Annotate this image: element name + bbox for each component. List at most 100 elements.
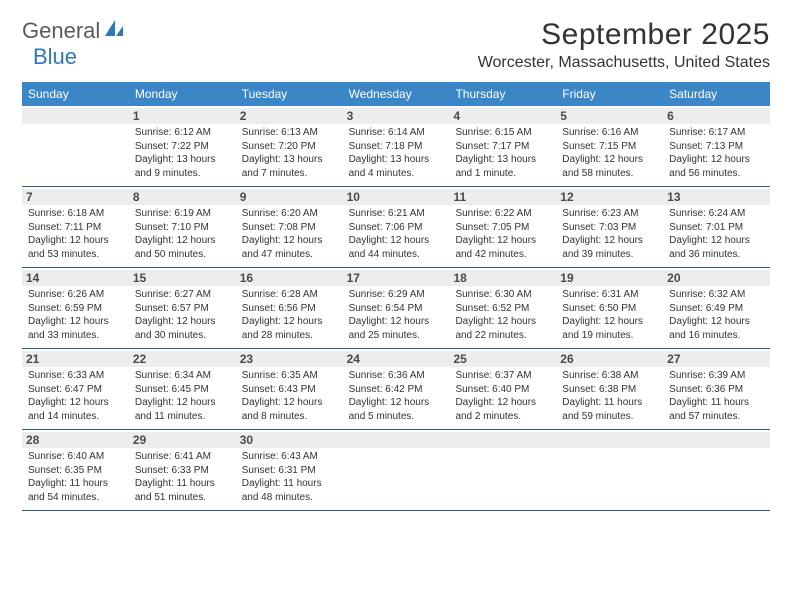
day-cell: 29Sunrise: 6:41 AMSunset: 6:33 PMDayligh… [129, 430, 236, 510]
day-cell [343, 430, 450, 510]
weeks-container: 1Sunrise: 6:12 AMSunset: 7:22 PMDaylight… [22, 106, 770, 511]
sunset-text: Sunset: 6:47 PM [28, 383, 123, 397]
sunset-text: Sunset: 7:18 PM [349, 140, 444, 154]
sunrise-text: Sunrise: 6:37 AM [455, 369, 550, 383]
logo-text-general: General [22, 18, 100, 44]
sunrise-text: Sunrise: 6:18 AM [28, 207, 123, 221]
sunrise-text: Sunrise: 6:41 AM [135, 450, 230, 464]
daylight-text: Daylight: 12 hours [242, 315, 337, 329]
calendar: Sunday Monday Tuesday Wednesday Thursday… [22, 82, 770, 511]
sunrise-text: Sunrise: 6:27 AM [135, 288, 230, 302]
day-number: 9 [236, 189, 343, 205]
daylight-text-2: and 25 minutes. [349, 329, 444, 343]
daylight-text: Daylight: 12 hours [455, 315, 550, 329]
daylight-text-2: and 58 minutes. [562, 167, 657, 181]
sunset-text: Sunset: 6:31 PM [242, 464, 337, 478]
daylight-text: Daylight: 12 hours [135, 315, 230, 329]
daylight-text-2: and 33 minutes. [28, 329, 123, 343]
sunrise-text: Sunrise: 6:19 AM [135, 207, 230, 221]
month-title: September 2025 [478, 18, 770, 52]
day-number: 19 [556, 270, 663, 286]
daylight-text: Daylight: 13 hours [242, 153, 337, 167]
day-cell: 19Sunrise: 6:31 AMSunset: 6:50 PMDayligh… [556, 268, 663, 348]
week-row: 21Sunrise: 6:33 AMSunset: 6:47 PMDayligh… [22, 349, 770, 430]
daylight-text-2: and 16 minutes. [669, 329, 764, 343]
daylight-text: Daylight: 12 hours [562, 234, 657, 248]
sunrise-text: Sunrise: 6:29 AM [349, 288, 444, 302]
header: General September 2025 Worcester, Massac… [22, 18, 770, 72]
sunset-text: Sunset: 6:49 PM [669, 302, 764, 316]
sunset-text: Sunset: 6:52 PM [455, 302, 550, 316]
day-cell: 27Sunrise: 6:39 AMSunset: 6:36 PMDayligh… [663, 349, 770, 429]
day-cell: 30Sunrise: 6:43 AMSunset: 6:31 PMDayligh… [236, 430, 343, 510]
daylight-text-2: and 4 minutes. [349, 167, 444, 181]
day-number: 14 [22, 270, 129, 286]
daylight-text-2: and 14 minutes. [28, 410, 123, 424]
daylight-text-2: and 53 minutes. [28, 248, 123, 262]
day-cell: 2Sunrise: 6:13 AMSunset: 7:20 PMDaylight… [236, 106, 343, 186]
daylight-text: Daylight: 13 hours [135, 153, 230, 167]
daylight-text: Daylight: 12 hours [349, 315, 444, 329]
sunset-text: Sunset: 6:33 PM [135, 464, 230, 478]
sunset-text: Sunset: 7:22 PM [135, 140, 230, 154]
daylight-text: Daylight: 11 hours [562, 396, 657, 410]
daylight-text: Daylight: 13 hours [349, 153, 444, 167]
day-cell: 17Sunrise: 6:29 AMSunset: 6:54 PMDayligh… [343, 268, 450, 348]
daylight-text-2: and 9 minutes. [135, 167, 230, 181]
day-number: 3 [343, 108, 450, 124]
day-number: 2 [236, 108, 343, 124]
day-number: 12 [556, 189, 663, 205]
sunrise-text: Sunrise: 6:24 AM [669, 207, 764, 221]
daylight-text: Daylight: 12 hours [242, 234, 337, 248]
sunrise-text: Sunrise: 6:12 AM [135, 126, 230, 140]
weekday-header: Wednesday [343, 82, 450, 106]
daylight-text-2: and 19 minutes. [562, 329, 657, 343]
week-row: 14Sunrise: 6:26 AMSunset: 6:59 PMDayligh… [22, 268, 770, 349]
sunset-text: Sunset: 6:59 PM [28, 302, 123, 316]
weekday-header: Saturday [663, 82, 770, 106]
daylight-text-2: and 22 minutes. [455, 329, 550, 343]
logo-sail-icon [103, 18, 125, 44]
sunset-text: Sunset: 6:43 PM [242, 383, 337, 397]
day-cell: 24Sunrise: 6:36 AMSunset: 6:42 PMDayligh… [343, 349, 450, 429]
location-subtitle: Worcester, Massachusetts, United States [478, 54, 770, 72]
day-number [22, 108, 129, 124]
sunrise-text: Sunrise: 6:38 AM [562, 369, 657, 383]
weekday-header: Monday [129, 82, 236, 106]
daylight-text-2: and 39 minutes. [562, 248, 657, 262]
sunrise-text: Sunrise: 6:15 AM [455, 126, 550, 140]
daylight-text: Daylight: 12 hours [669, 234, 764, 248]
day-number [449, 432, 556, 448]
day-number: 7 [22, 189, 129, 205]
day-number: 28 [22, 432, 129, 448]
daylight-text-2: and 1 minute. [455, 167, 550, 181]
daylight-text: Daylight: 12 hours [349, 234, 444, 248]
day-number [343, 432, 450, 448]
day-cell: 12Sunrise: 6:23 AMSunset: 7:03 PMDayligh… [556, 187, 663, 267]
day-cell: 23Sunrise: 6:35 AMSunset: 6:43 PMDayligh… [236, 349, 343, 429]
sunset-text: Sunset: 6:56 PM [242, 302, 337, 316]
daylight-text: Daylight: 11 hours [28, 477, 123, 491]
daylight-text: Daylight: 13 hours [455, 153, 550, 167]
daylight-text-2: and 28 minutes. [242, 329, 337, 343]
sunset-text: Sunset: 6:57 PM [135, 302, 230, 316]
sunrise-text: Sunrise: 6:13 AM [242, 126, 337, 140]
day-cell: 10Sunrise: 6:21 AMSunset: 7:06 PMDayligh… [343, 187, 450, 267]
daylight-text-2: and 48 minutes. [242, 491, 337, 505]
day-number: 27 [663, 351, 770, 367]
weekday-header: Friday [556, 82, 663, 106]
daylight-text: Daylight: 12 hours [28, 315, 123, 329]
daylight-text-2: and 36 minutes. [669, 248, 764, 262]
sunset-text: Sunset: 6:36 PM [669, 383, 764, 397]
day-number: 25 [449, 351, 556, 367]
day-cell: 8Sunrise: 6:19 AMSunset: 7:10 PMDaylight… [129, 187, 236, 267]
day-number: 6 [663, 108, 770, 124]
day-number: 1 [129, 108, 236, 124]
day-cell: 25Sunrise: 6:37 AMSunset: 6:40 PMDayligh… [449, 349, 556, 429]
sunrise-text: Sunrise: 6:22 AM [455, 207, 550, 221]
daylight-text-2: and 44 minutes. [349, 248, 444, 262]
week-row: 28Sunrise: 6:40 AMSunset: 6:35 PMDayligh… [22, 430, 770, 511]
day-number: 20 [663, 270, 770, 286]
daylight-text-2: and 57 minutes. [669, 410, 764, 424]
day-cell [556, 430, 663, 510]
